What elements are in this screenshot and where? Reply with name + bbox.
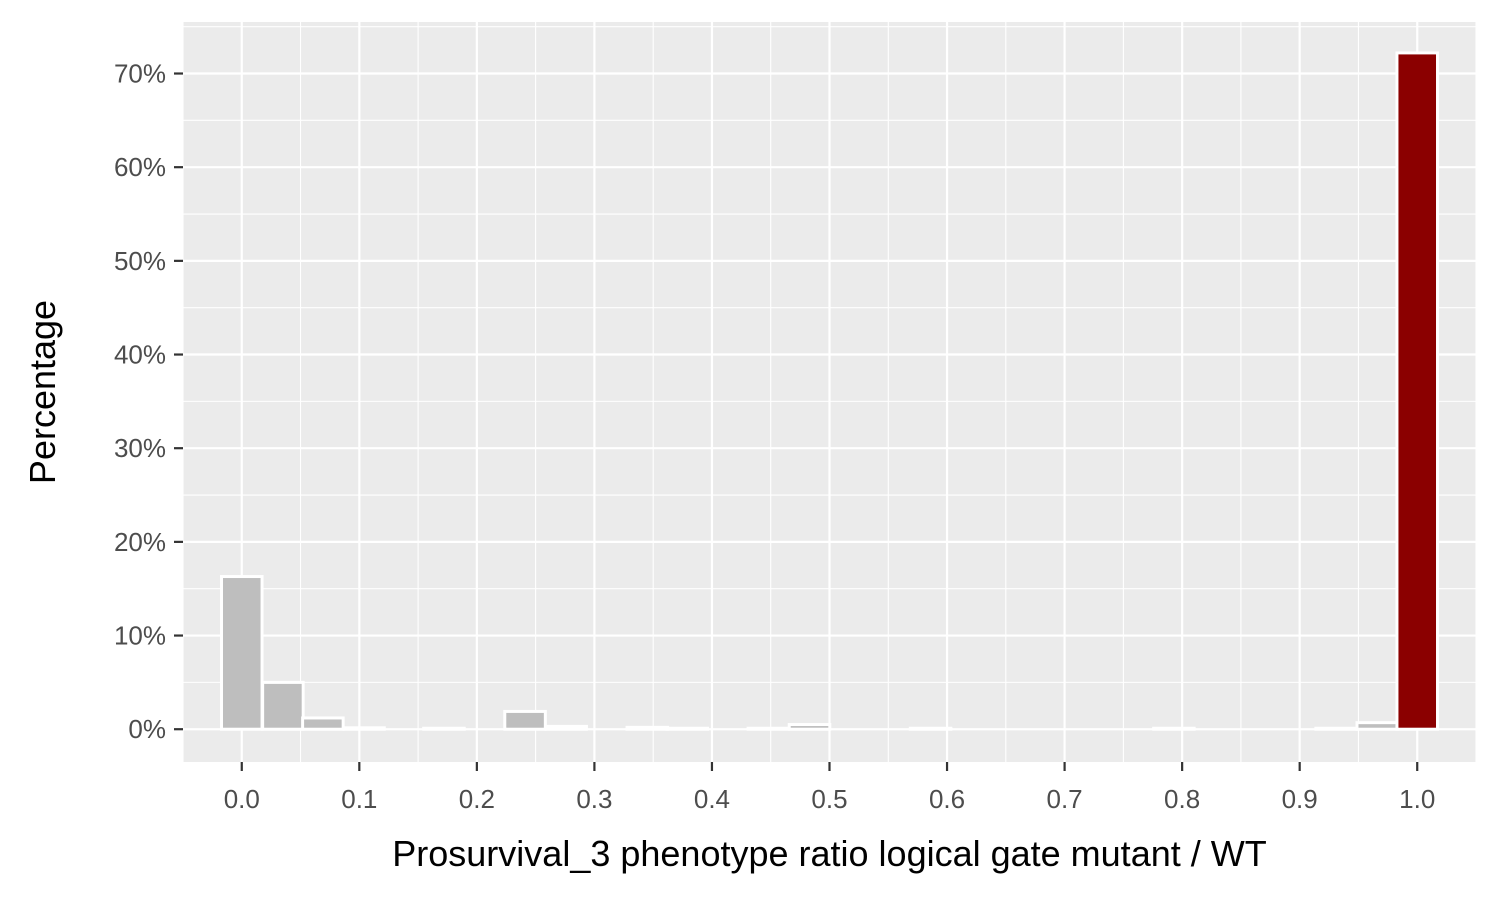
x-tick-label: 0.8 [1164, 784, 1200, 814]
bar [342, 726, 386, 731]
bar [625, 725, 670, 731]
y-tick-label: 60% [114, 152, 166, 182]
x-tick-label: 0.5 [811, 784, 847, 814]
bar [1314, 726, 1358, 731]
x-tick-label: 0.4 [694, 784, 730, 814]
y-axis: 0% 10% 20% 30% 40% 50% 60% 70% [114, 59, 183, 744]
x-tick-label: 0.3 [576, 784, 612, 814]
bar [544, 724, 588, 731]
bar [219, 575, 264, 731]
y-tick-label: 50% [114, 246, 166, 276]
bar [1355, 721, 1400, 731]
bar [301, 716, 345, 731]
y-tick-label: 30% [114, 433, 166, 463]
y-tick-label: 70% [114, 59, 166, 89]
y-tick-label: 0% [128, 714, 166, 744]
bar [746, 726, 791, 731]
x-tick-label: 0.9 [1282, 784, 1318, 814]
x-tick-label: 0.1 [341, 784, 377, 814]
x-tick-label: 1.0 [1399, 784, 1435, 814]
bar [1152, 726, 1196, 731]
x-axis: 0.0 0.1 0.2 0.3 0.4 0.5 0.6 0.7 0.8 0.9 1.0 [224, 762, 1435, 814]
x-tick-label: 0.7 [1047, 784, 1083, 814]
x-tick-label: 0.6 [929, 784, 965, 814]
bar [261, 680, 305, 731]
bar [787, 723, 832, 731]
bar [665, 726, 710, 731]
bar [503, 709, 547, 731]
y-tick-label: 40% [114, 340, 166, 370]
y-tick-label: 10% [114, 621, 166, 651]
x-axis-title: Prosurvival_3 phenotype ratio logical ga… [392, 833, 1266, 874]
bar [422, 726, 466, 731]
bars [219, 51, 1440, 731]
grid-major [183, 22, 1476, 762]
x-tick-label: 0.2 [459, 784, 495, 814]
bar [908, 726, 953, 731]
y-tick-label: 20% [114, 527, 166, 557]
bar-highlight [1395, 51, 1440, 731]
y-axis-title: Percentage [22, 300, 63, 484]
x-tick-label: 0.0 [224, 784, 260, 814]
